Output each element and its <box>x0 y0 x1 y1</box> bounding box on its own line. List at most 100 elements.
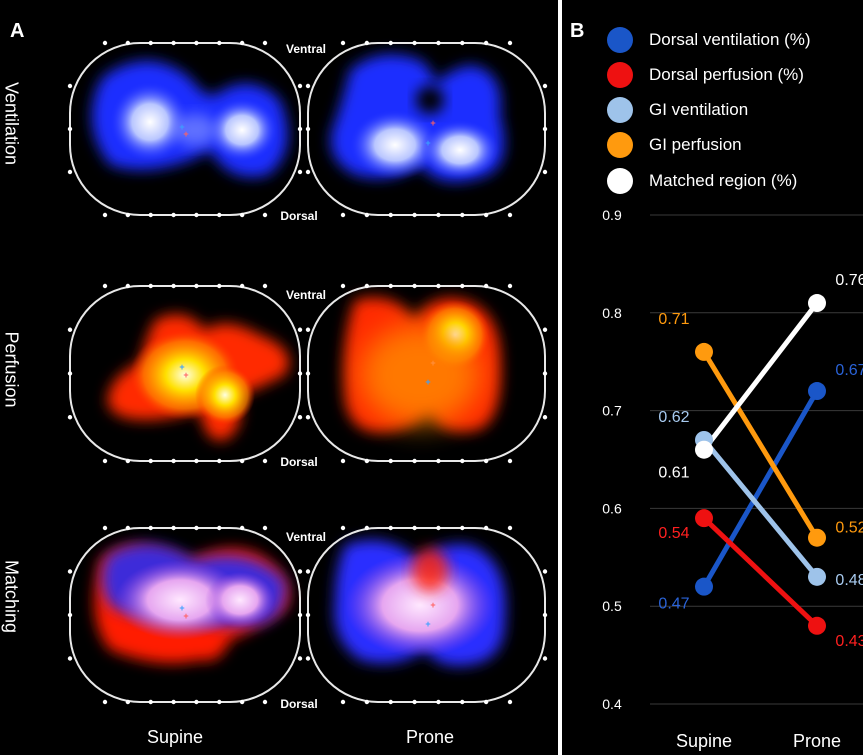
electrode-dot <box>194 40 199 46</box>
electrode-dot <box>239 699 245 705</box>
electrode-dot <box>148 699 153 705</box>
electrode-dot <box>507 212 513 218</box>
electrode-dot <box>67 415 73 420</box>
electrode-dot <box>460 699 465 705</box>
electrode-dot <box>436 699 441 705</box>
electrode-dot <box>542 327 548 332</box>
electrode-dot <box>507 283 513 289</box>
legend-swatch <box>607 62 633 88</box>
electrode-dot <box>67 169 73 175</box>
electrode-dot <box>542 415 548 420</box>
electrode-dot <box>194 525 199 531</box>
electrode-dot <box>217 283 222 289</box>
data-labels: 0.47 0.67 0.54 0.43 0.62 0.48 0.71 0.52 0.61 0.76 <box>658 272 863 650</box>
ventral-label-1: Ventral <box>285 42 327 56</box>
electrode-dot <box>125 212 131 218</box>
data-point-dorsal-perfusion <box>695 509 713 528</box>
legend-item-dorsal-ventilation: Dorsal ventilation (%) <box>607 25 811 55</box>
electrode-dot <box>125 283 131 289</box>
electrode-dot <box>148 458 153 464</box>
electrode-dot <box>412 212 417 218</box>
electrode-dot <box>412 458 417 464</box>
line-chart: 0.40.50.60.70.80.9 Supine Prone 0.470.670… <box>602 207 863 751</box>
electrode-dot <box>102 458 108 464</box>
data-label-gi-perfusion: 0.71 <box>658 311 689 328</box>
electrode-dot <box>171 212 176 218</box>
data-point-dorsal-perfusion <box>808 616 826 635</box>
electrode-dots <box>67 40 548 705</box>
electrode-dot <box>67 612 73 618</box>
electrode-dot <box>217 458 222 464</box>
electrode-dot <box>262 525 268 531</box>
electrode-dot <box>297 126 303 132</box>
y-axis-ticks: 0.4 0.5 0.6 0.7 0.8 0.9 <box>602 207 622 712</box>
electrode-dot <box>297 371 303 376</box>
electrode-dot <box>364 212 370 218</box>
electrode-dot <box>67 327 73 332</box>
eit-images: ++ ++ ++ ++ ++ ++ <box>67 40 548 705</box>
dorsal-label-1: Dorsal <box>280 209 318 223</box>
electrode-dot <box>483 458 489 464</box>
y-tick-label: 0.8 <box>602 305 622 321</box>
electrode-dot <box>483 212 489 218</box>
panel-a-letter: A <box>10 20 25 42</box>
series-line-matched-region <box>702 301 819 452</box>
perfusion-supine-image <box>107 314 290 441</box>
data-label-matched-region: 0.61 <box>658 465 689 482</box>
panel-divider <box>558 0 562 755</box>
electrode-dot <box>102 40 108 46</box>
electrode-dot <box>412 699 417 705</box>
electrode-dot <box>460 458 465 464</box>
svg-text:+: + <box>183 611 188 621</box>
y-tick-label: 0.4 <box>602 696 622 712</box>
electrode-dot <box>542 169 548 175</box>
electrode-dot <box>483 40 489 46</box>
electrode-dot <box>507 458 513 464</box>
electrode-dot <box>297 569 303 574</box>
electrode-dot <box>364 699 370 705</box>
cog-markers: ++ ++ ++ ++ ++ ++ <box>179 118 435 629</box>
electrode-dot <box>305 612 311 618</box>
electrode-dot <box>305 126 311 132</box>
electrode-dot <box>436 525 441 531</box>
electrode-dot <box>507 699 513 705</box>
electrode-dot <box>340 212 346 218</box>
electrode-dot <box>239 212 245 218</box>
svg-text:+: + <box>430 600 435 610</box>
electrode-dot <box>483 283 489 289</box>
electrode-dot <box>412 283 417 289</box>
legend-swatch <box>607 97 633 123</box>
matching-prone-image <box>334 540 506 666</box>
electrode-dot <box>542 612 548 618</box>
column-label-supine: Supine <box>146 727 204 747</box>
eit-image-panel: A Ventilation Perfusion Matching <box>1 20 548 747</box>
electrode-dot <box>436 40 441 46</box>
ventral-label-3: Ventral <box>285 530 327 544</box>
data-point-gi-perfusion <box>695 342 713 361</box>
data-label-matched-region: 0.76 <box>835 272 863 289</box>
chart-gridlines <box>650 214 863 705</box>
electrode-dot <box>194 699 199 705</box>
electrode-dot <box>305 371 311 376</box>
electrode-dot <box>542 569 548 574</box>
data-label-dorsal-perfusion: 0.43 <box>835 633 863 650</box>
electrode-dot <box>305 415 311 420</box>
electrode-dot <box>239 458 245 464</box>
electrode-dot <box>305 169 311 175</box>
column-label-prone: Prone <box>405 727 455 747</box>
electrode-dot <box>364 458 370 464</box>
electrode-dot <box>542 371 548 376</box>
electrode-dot <box>239 40 245 46</box>
legend-swatch <box>607 27 633 53</box>
legend-label: GI perfusion <box>649 135 742 154</box>
data-point-dorsal-ventilation <box>695 577 713 596</box>
legend-item-gi-perfusion: GI perfusion <box>607 130 742 160</box>
legend-item-dorsal-perfusion: Dorsal perfusion (%) <box>607 60 804 90</box>
svg-text:+: + <box>179 362 184 372</box>
electrode-dot <box>412 525 417 531</box>
x-tick-label: Supine <box>676 731 732 751</box>
electrode-dot <box>125 40 131 46</box>
electrode-dot <box>436 458 441 464</box>
electrode-dot <box>297 327 303 332</box>
x-axis-ticks: Supine Prone <box>676 731 841 751</box>
